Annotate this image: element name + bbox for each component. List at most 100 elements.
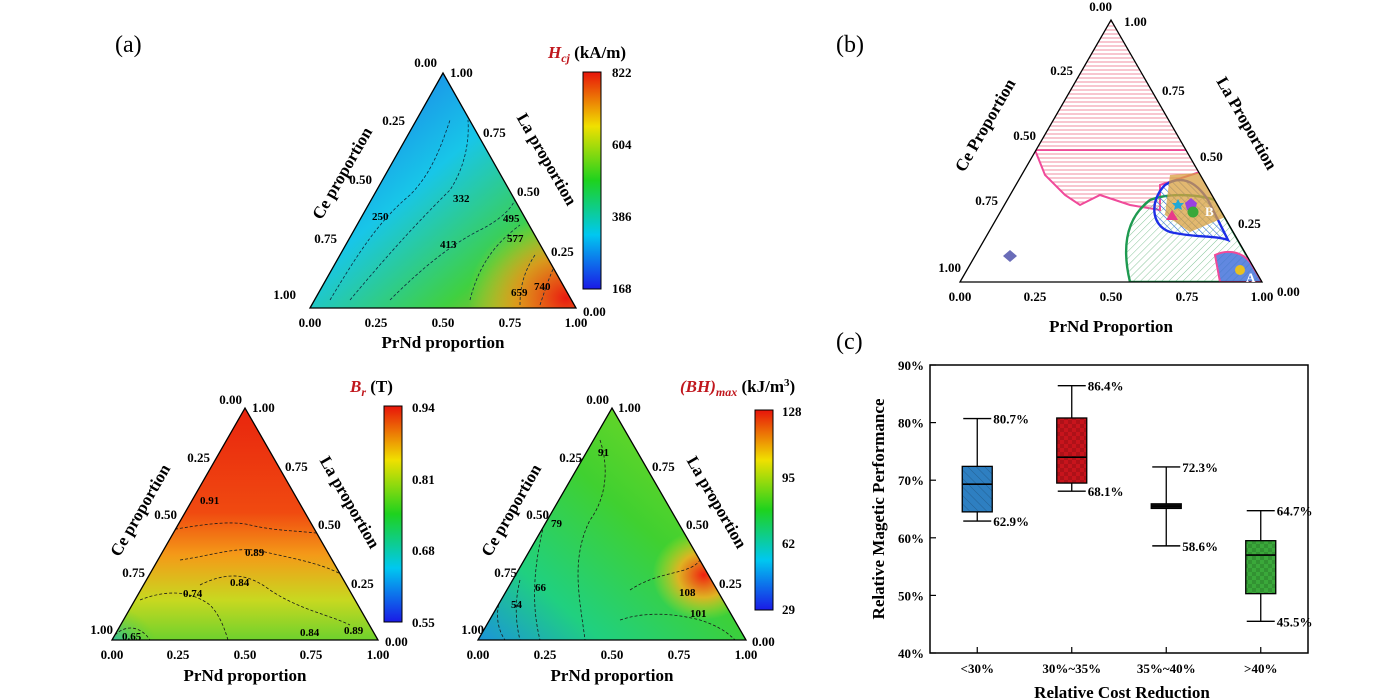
br-tick-right: 0.75 (285, 459, 308, 474)
bhmax-colorbar-tick: 128 (782, 404, 802, 419)
hcj-contour-413 (389, 199, 516, 301)
bhmax-colorbar-tick: 95 (782, 470, 796, 485)
hcj-contour-label: 659 (511, 287, 528, 299)
panel-label-a: (a) (115, 32, 142, 58)
regions-tick-right: 0.00 (1277, 284, 1300, 299)
br-contour-074 (139, 592, 229, 640)
bhmax-tick-right: 0.25 (719, 576, 742, 591)
boxplot-x-ticks: <30% 30%~35% 35%~40% >40% (961, 647, 1277, 676)
y-tick-label: 50% (898, 588, 924, 603)
bhmax-tick-right: 0.50 (686, 517, 709, 532)
br-contour-label: 0.89 (344, 625, 364, 637)
ternary-bhmax: 91 79 66 54 108 101 0.00 0.25 0.50 0.75 … (461, 377, 802, 685)
boxplot-frame (929, 364, 1309, 654)
bhmax-contour-label: 101 (690, 608, 707, 620)
boxplot-boxes: 80.7% 62.9% 86.4% 68.1% 72.3% 58.6% 64.7% 45.5% (961, 379, 1313, 629)
box-max-label: 80.7% (993, 412, 1029, 427)
marker-diamond (1003, 250, 1017, 262)
regions-triangle-frame (958, 18, 1264, 283)
hcj-tick-left: 0.00 (414, 55, 437, 70)
br-colorbar-tick: 0.68 (412, 543, 435, 558)
br-tick-right: 0.25 (351, 576, 374, 591)
bhmax-contour-label: 108 (679, 587, 696, 599)
x-tick-label: 30%~35% (1042, 661, 1101, 676)
hcj-tick-left: 0.50 (349, 172, 372, 187)
boxplot-y-ticks: 40% 50% 60% 70% 80% 90% (898, 358, 936, 661)
bhmax-colorbar-tick: 62 (782, 536, 795, 551)
bhmax-tick-right: 1.00 (618, 400, 641, 415)
bhmax-contour-label: 91 (598, 447, 609, 459)
br-colorbar (383, 405, 403, 623)
hcj-tick-right: 1.00 (450, 65, 473, 80)
bhmax-colorbar-unit: (kJ/m (737, 377, 784, 396)
br-contour-065 (114, 627, 151, 640)
regions-tick-bottom: 0.25 (1024, 289, 1047, 304)
regions-tick-left: 0.25 (1050, 63, 1073, 78)
panel-label-c: (c) (836, 329, 863, 355)
br-tick-right: 1.00 (252, 400, 275, 415)
marker-star (1172, 199, 1184, 210)
bhmax-colorbar-subscript: max (716, 385, 737, 399)
y-tick-label: 90% (898, 358, 924, 373)
br-tick-bottom: 0.00 (101, 647, 124, 662)
hcj-contour-label: 740 (534, 281, 551, 293)
bhmax-contour-101 (619, 613, 736, 640)
box-min-label: 58.6% (1182, 539, 1218, 554)
hcj-triangle-frame (308, 71, 578, 309)
regions-tick-bottom: 0.75 (1176, 289, 1199, 304)
bhmax-contour-79 (534, 519, 546, 640)
ternary-br: 0.91 0.89 0.84 0.74 0.65 0.84 0.89 0.00 … (90, 377, 435, 685)
br-tick-left: 0.25 (187, 450, 210, 465)
marker-circle-a (1235, 265, 1245, 275)
regions-tick-left: 0.75 (975, 193, 998, 208)
bhmax-axis-bottom-title: PrNd proportion (551, 666, 674, 685)
br-triangle-frame (110, 406, 380, 641)
br-tick-right: 0.00 (385, 634, 408, 649)
regions-tick-right: 0.25 (1238, 216, 1261, 231)
br-colorbar-tick: 0.55 (412, 615, 435, 630)
hcj-tick-bottom: 0.25 (365, 315, 388, 330)
hcj-tick-right: 0.25 (551, 244, 574, 259)
panel-label-b: (b) (836, 32, 864, 58)
bhmax-tick-bottom: 0.50 (601, 647, 624, 662)
hcj-colorbar-unit: (kA/m) (570, 43, 626, 62)
br-contour-label: 0.91 (200, 495, 219, 507)
bhmax-tick-left: 1.00 (461, 622, 484, 637)
hcj-contour-label: 577 (507, 233, 524, 245)
regions-axis-right-title: La Proportion (1213, 73, 1282, 173)
hcj-colorbar-symbol: H (547, 43, 562, 62)
hcj-tick-left: 1.00 (273, 287, 296, 302)
bhmax-tick-left: 0.75 (494, 565, 517, 580)
hcj-colorbar-title: Hcj (kA/m) (547, 43, 626, 65)
hcj-tick-right: 0.75 (483, 125, 506, 140)
bhmax-tick-left: 0.50 (526, 507, 549, 522)
boxplot-xlabel: Relative Cost Reduction (1034, 683, 1210, 700)
bhmax-colorbar-unit-end: ) (789, 377, 795, 396)
hcj-colorbar-subscript: cj (561, 51, 570, 65)
hcj-tick-right: 0.00 (583, 304, 606, 319)
hcj-contour-label: 332 (453, 193, 470, 205)
regions-tick-left: 1.00 (938, 260, 961, 275)
x-tick-label: <30% (961, 661, 994, 676)
br-colorbar-unit: (T) (366, 377, 393, 396)
hcj-contour-577 (469, 224, 521, 301)
bhmax-contour-label: 66 (535, 582, 547, 594)
bhmax-colorbar (754, 409, 774, 611)
boxplot: 40% 50% 60% 70% 80% 90% <30% 30%~35% 35%~40% >40… (869, 358, 1313, 700)
marker-circle (1187, 206, 1199, 218)
bhmax-tick-bottom: 0.00 (467, 647, 490, 662)
bhmax-contour-54 (497, 599, 506, 640)
bhmax-colorbar-tick: 29 (782, 602, 796, 617)
boxplot-ylabel: Relative Magetic Performance (869, 398, 888, 619)
hcj-tick-left: 0.75 (314, 231, 337, 246)
br-colorbar-tick: 0.94 (412, 400, 435, 415)
y-tick-label: 80% (898, 416, 924, 431)
box-pattern (1056, 417, 1087, 484)
br-tick-bottom: 0.50 (234, 647, 257, 662)
bhmax-colorbar-title: (BH)max (kJ/m3) (680, 377, 795, 399)
hcj-colorbar-tick: 168 (612, 281, 632, 296)
bhmax-tick-left: 0.25 (559, 450, 582, 465)
hcj-contour-250 (329, 119, 451, 301)
regions-tick-right: 1.00 (1124, 14, 1147, 29)
